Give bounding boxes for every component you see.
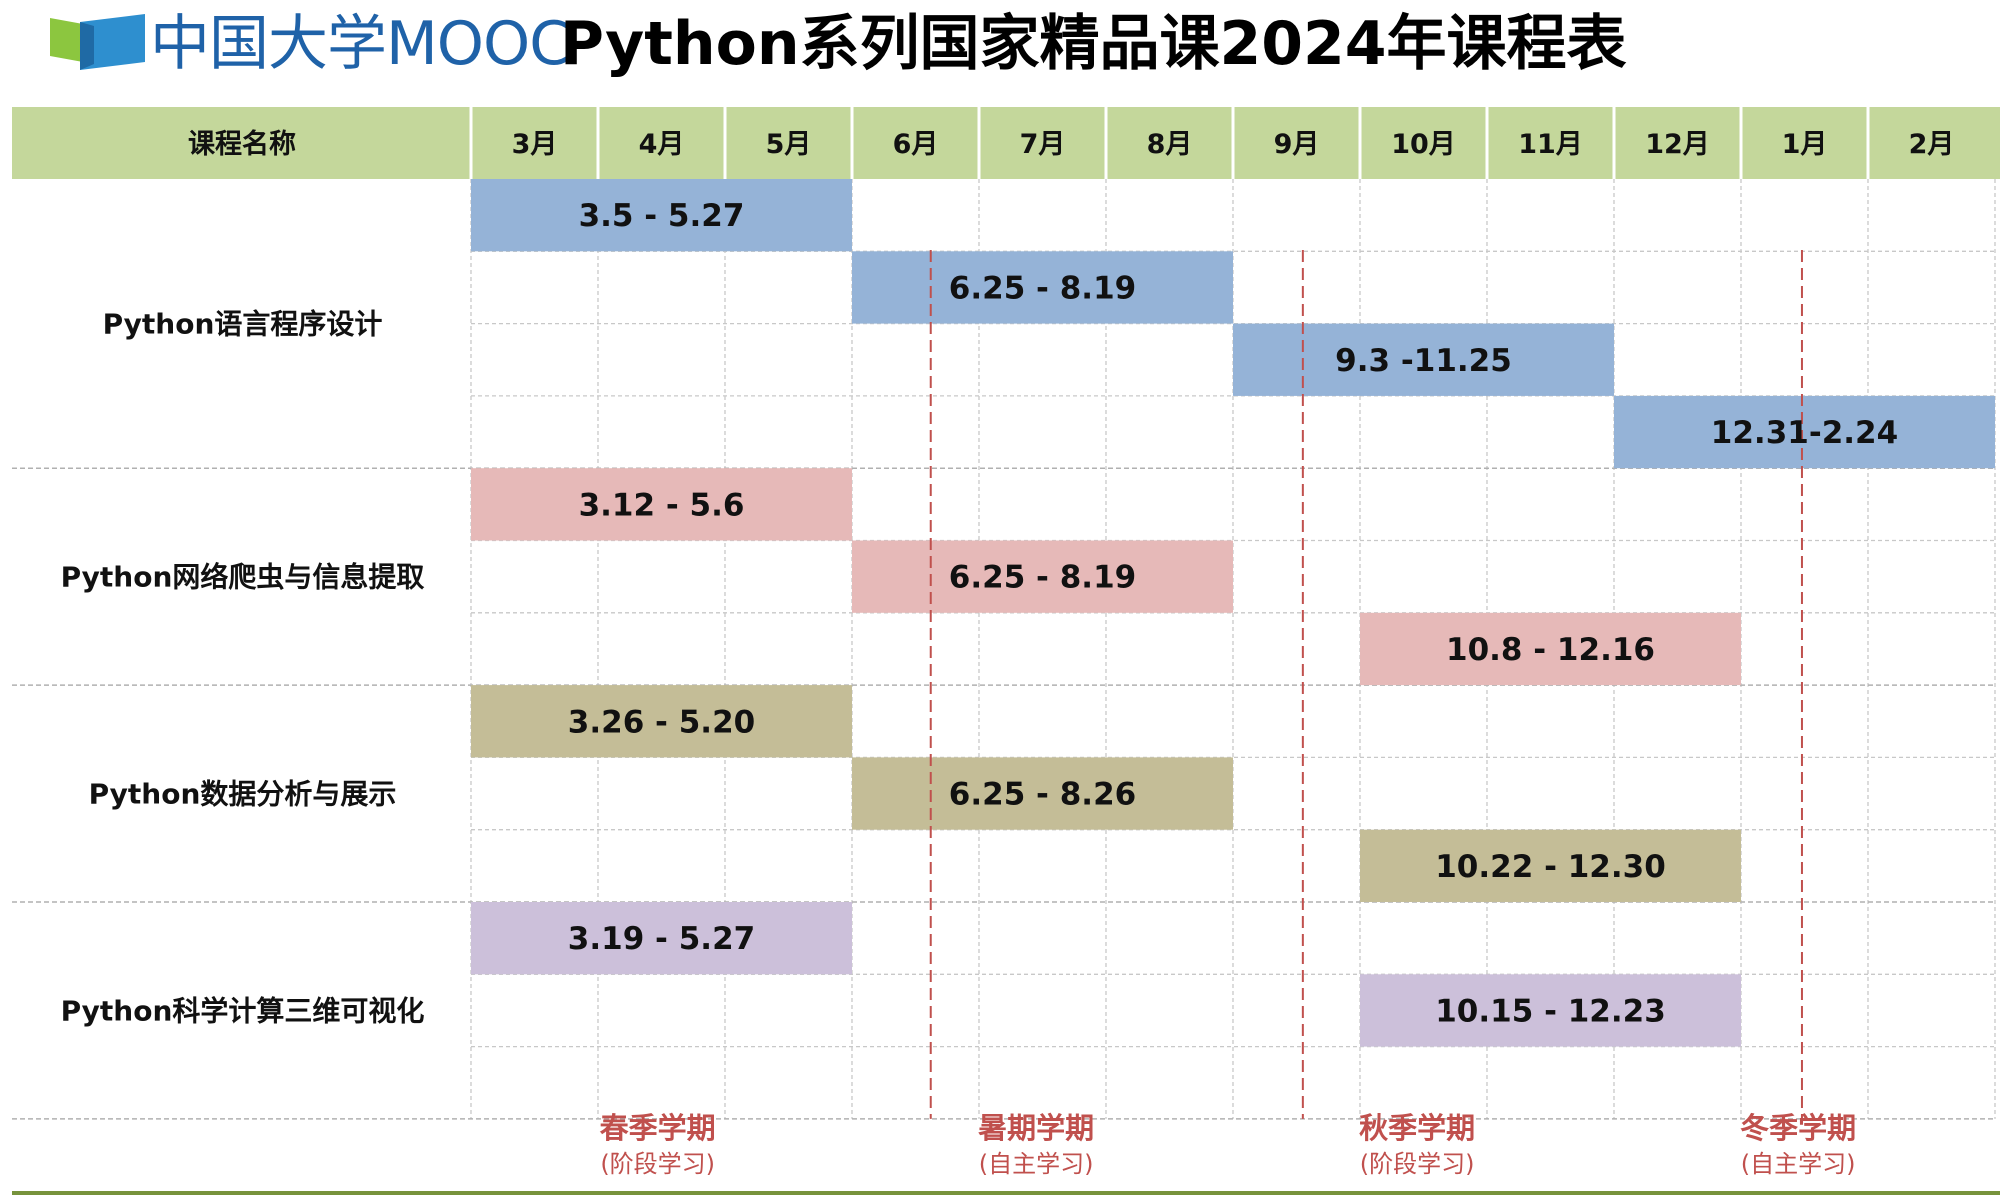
- semester-dividers: [929, 250, 1803, 1119]
- month-header-3: 5月: [766, 129, 812, 160]
- month-header-10: 12月: [1645, 129, 1710, 160]
- session-bar: [471, 468, 852, 541]
- session-label: 12.31-2.24: [1711, 415, 1898, 451]
- session-bar: [852, 251, 1233, 324]
- semester-name-1: 春季学期: [600, 1111, 716, 1145]
- session-bar: [1614, 395, 1995, 469]
- bottom-rule: [12, 1191, 2000, 1195]
- session-label: 10.15 - 12.23: [1435, 993, 1666, 1029]
- course-name-2: Python网络爬虫与信息提取: [61, 561, 425, 594]
- course-name-header: 课程名称: [188, 128, 296, 160]
- session-label: 3.12 - 5.6: [579, 487, 745, 523]
- session-bar: [1360, 974, 1741, 1047]
- session-bar: [1360, 829, 1741, 902]
- semester-mode-4: (自主学习): [1741, 1150, 1856, 1178]
- session-bar: [471, 902, 852, 975]
- semester-mode-1: (阶段学习): [600, 1150, 715, 1178]
- semester-name-2: 暑期学期: [978, 1111, 1094, 1145]
- session-bars: [471, 179, 1995, 1047]
- session-label: 6.25 - 8.19: [949, 560, 1136, 596]
- session-bar: [471, 179, 852, 252]
- session-bar: [1360, 612, 1741, 686]
- page-header: 中国大学MOOC Python系列国家精品课2024年课程表: [0, 0, 2000, 92]
- mooc-logo-icon: [50, 14, 145, 70]
- semester-mode-3: (阶段学习): [1360, 1150, 1475, 1178]
- session-label: 3.26 - 5.20: [568, 704, 755, 740]
- month-header-5: 7月: [1020, 129, 1066, 160]
- month-header-12: 2月: [1909, 129, 1955, 160]
- month-header-7: 9月: [1274, 129, 1320, 160]
- session-label: 3.19 - 5.27: [568, 921, 755, 957]
- session-label: 9.3 -11.25: [1335, 343, 1512, 379]
- chart-text: 3月 4月 5月 6月 7月 8月 9月 10月 11月 12月 1月 2月 Python语言程序设计 3…: [61, 129, 1955, 1178]
- month-header-9: 11月: [1518, 129, 1583, 160]
- month-header-6: 8月: [1147, 129, 1193, 160]
- session-bar: [852, 757, 1233, 830]
- page-title: Python系列国家精品课2024年课程表: [560, 9, 1627, 79]
- session-label: 6.25 - 8.19: [949, 270, 1136, 306]
- session-bar: [471, 685, 852, 758]
- month-header-2: 4月: [639, 129, 685, 160]
- course-name-1: Python语言程序设计: [103, 308, 383, 341]
- session-label: 10.8 - 12.16: [1446, 632, 1655, 668]
- session-bar: [852, 540, 1233, 613]
- semester-name-4: 冬季学期: [1740, 1111, 1856, 1145]
- session-label: 3.5 - 5.27: [579, 198, 745, 234]
- month-header-11: 1月: [1782, 129, 1828, 160]
- session-bar: [1233, 323, 1614, 396]
- session-label: 10.22 - 12.30: [1435, 849, 1666, 885]
- semester-name-3: 秋季学期: [1359, 1111, 1475, 1145]
- month-header-8: 10月: [1391, 129, 1456, 160]
- month-header-4: 6月: [893, 129, 939, 160]
- course-name-4: Python科学计算三维可视化: [61, 994, 425, 1027]
- header-row-background: [12, 107, 2000, 179]
- logo-text: 中国大学MOOC: [150, 9, 571, 79]
- course-name-3: Python数据分析与展示: [89, 778, 397, 811]
- session-label: 6.25 - 8.26: [949, 777, 1136, 813]
- semester-mode-2: (自主学习): [979, 1150, 1094, 1178]
- month-header-1: 3月: [512, 129, 558, 160]
